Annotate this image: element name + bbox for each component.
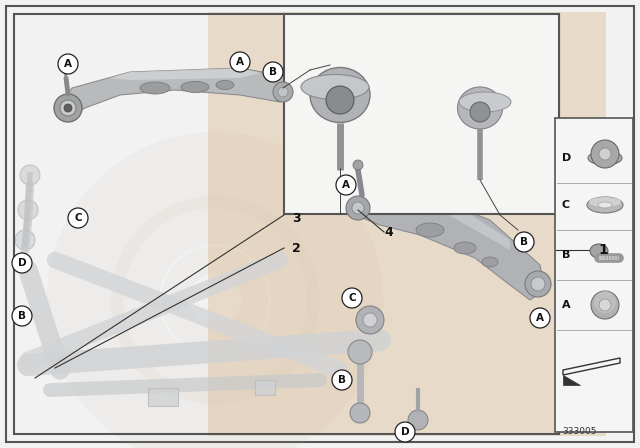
Text: 4: 4 [384, 227, 393, 240]
Text: B: B [18, 311, 26, 321]
Ellipse shape [301, 74, 369, 99]
Circle shape [353, 160, 363, 170]
Ellipse shape [590, 244, 608, 258]
Circle shape [352, 202, 364, 214]
Ellipse shape [216, 81, 234, 90]
Circle shape [326, 86, 354, 114]
Circle shape [68, 208, 88, 228]
Circle shape [594, 291, 616, 313]
Circle shape [12, 253, 32, 273]
Text: 1: 1 [598, 243, 608, 257]
Circle shape [591, 291, 619, 319]
Ellipse shape [416, 223, 444, 237]
Circle shape [531, 277, 545, 291]
Bar [555, 118, 633, 432]
Text: A: A [536, 313, 544, 323]
Circle shape [230, 52, 250, 72]
Bar [255, 380, 275, 395]
Ellipse shape [588, 151, 622, 165]
Text: C: C [562, 200, 570, 210]
Bar [148, 388, 178, 406]
Bar [284, 14, 559, 214]
Circle shape [278, 87, 288, 97]
Text: B: B [338, 375, 346, 385]
Circle shape [348, 340, 372, 364]
Circle shape [346, 196, 370, 220]
Circle shape [64, 104, 72, 112]
Text: 333005: 333005 [563, 427, 597, 436]
Polygon shape [365, 190, 510, 250]
Circle shape [470, 102, 490, 122]
Ellipse shape [458, 87, 502, 129]
Bar [14, 14, 559, 434]
Ellipse shape [140, 82, 170, 94]
Circle shape [356, 306, 384, 334]
Circle shape [18, 200, 38, 220]
Circle shape [363, 313, 377, 327]
Text: C: C [74, 213, 82, 223]
Circle shape [263, 62, 283, 82]
Text: B: B [269, 67, 277, 77]
Polygon shape [563, 375, 580, 385]
Ellipse shape [454, 242, 476, 254]
Circle shape [530, 308, 550, 328]
Ellipse shape [589, 197, 621, 207]
Text: C: C [348, 293, 356, 303]
Polygon shape [110, 68, 260, 80]
Circle shape [60, 100, 76, 116]
Circle shape [20, 165, 40, 185]
Circle shape [342, 288, 362, 308]
Ellipse shape [459, 92, 511, 112]
Ellipse shape [482, 257, 498, 267]
Circle shape [54, 94, 82, 122]
Text: D: D [401, 427, 410, 437]
Circle shape [408, 410, 428, 430]
Circle shape [591, 140, 619, 168]
Circle shape [514, 232, 534, 252]
Text: A: A [64, 59, 72, 69]
Ellipse shape [181, 82, 209, 92]
Text: A: A [562, 300, 571, 310]
Ellipse shape [310, 68, 370, 122]
Polygon shape [355, 185, 545, 300]
Ellipse shape [587, 197, 623, 213]
Circle shape [395, 422, 415, 442]
Ellipse shape [598, 202, 612, 208]
Circle shape [15, 230, 35, 250]
Circle shape [525, 271, 551, 297]
Circle shape [332, 370, 352, 390]
Circle shape [599, 148, 611, 160]
Circle shape [12, 306, 32, 326]
Text: 2: 2 [292, 241, 301, 254]
Circle shape [599, 299, 611, 311]
Text: A: A [342, 180, 350, 190]
Text: D: D [18, 258, 26, 268]
Text: D: D [562, 153, 572, 163]
Circle shape [58, 54, 78, 74]
Circle shape [273, 82, 293, 102]
Text: B: B [562, 250, 570, 260]
Polygon shape [60, 68, 300, 118]
Circle shape [350, 403, 370, 423]
Text: A: A [236, 57, 244, 67]
Bar [208, 12, 606, 436]
Text: B: B [520, 237, 528, 247]
Circle shape [336, 175, 356, 195]
Text: 3: 3 [292, 211, 301, 224]
